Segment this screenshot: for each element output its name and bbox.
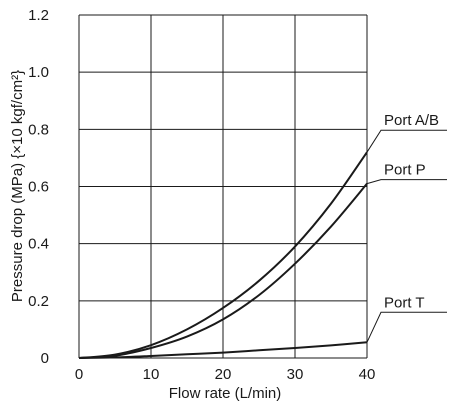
series-label: Port A/B — [384, 112, 439, 129]
series-line-port-a-b — [78, 151, 368, 359]
series-leader-line — [366, 179, 447, 185]
series-line-port-p — [78, 182, 368, 359]
series-curves — [78, 151, 368, 359]
y-tick-label: 1.0 — [28, 64, 49, 81]
series-label: Port P — [384, 162, 426, 179]
series-label: Port T — [384, 294, 425, 311]
series-leader-line — [366, 311, 447, 343]
series-line-port-t — [78, 341, 368, 359]
tick-labels: 0 10 20 30 40 0 0.2 0.4 0.6 0.8 1.0 1.2 — [28, 7, 375, 383]
x-tick-label: 20 — [215, 366, 232, 383]
y-tick-label: 0 — [41, 350, 49, 367]
grid — [78, 14, 368, 359]
y-tick-label: 0.8 — [28, 121, 49, 138]
x-tick-label: 10 — [143, 366, 160, 383]
series-labels: Port A/B Port P Port T — [366, 112, 447, 343]
y-tick-label: 0.6 — [28, 179, 49, 196]
x-axis-label: Flow rate (L/min) — [169, 385, 282, 402]
x-tick-label: 0 — [75, 366, 83, 383]
y-tick-label: 1.2 — [28, 7, 49, 24]
series-leader-line — [366, 129, 447, 153]
x-tick-label: 30 — [287, 366, 304, 383]
y-tick-label: 0.2 — [28, 293, 49, 310]
x-tick-label: 40 — [359, 366, 376, 383]
y-axis-label: Pressure drop (MPa) {×10 kgf/cm²} — [9, 70, 26, 302]
y-tick-label: 0.4 — [28, 236, 49, 253]
